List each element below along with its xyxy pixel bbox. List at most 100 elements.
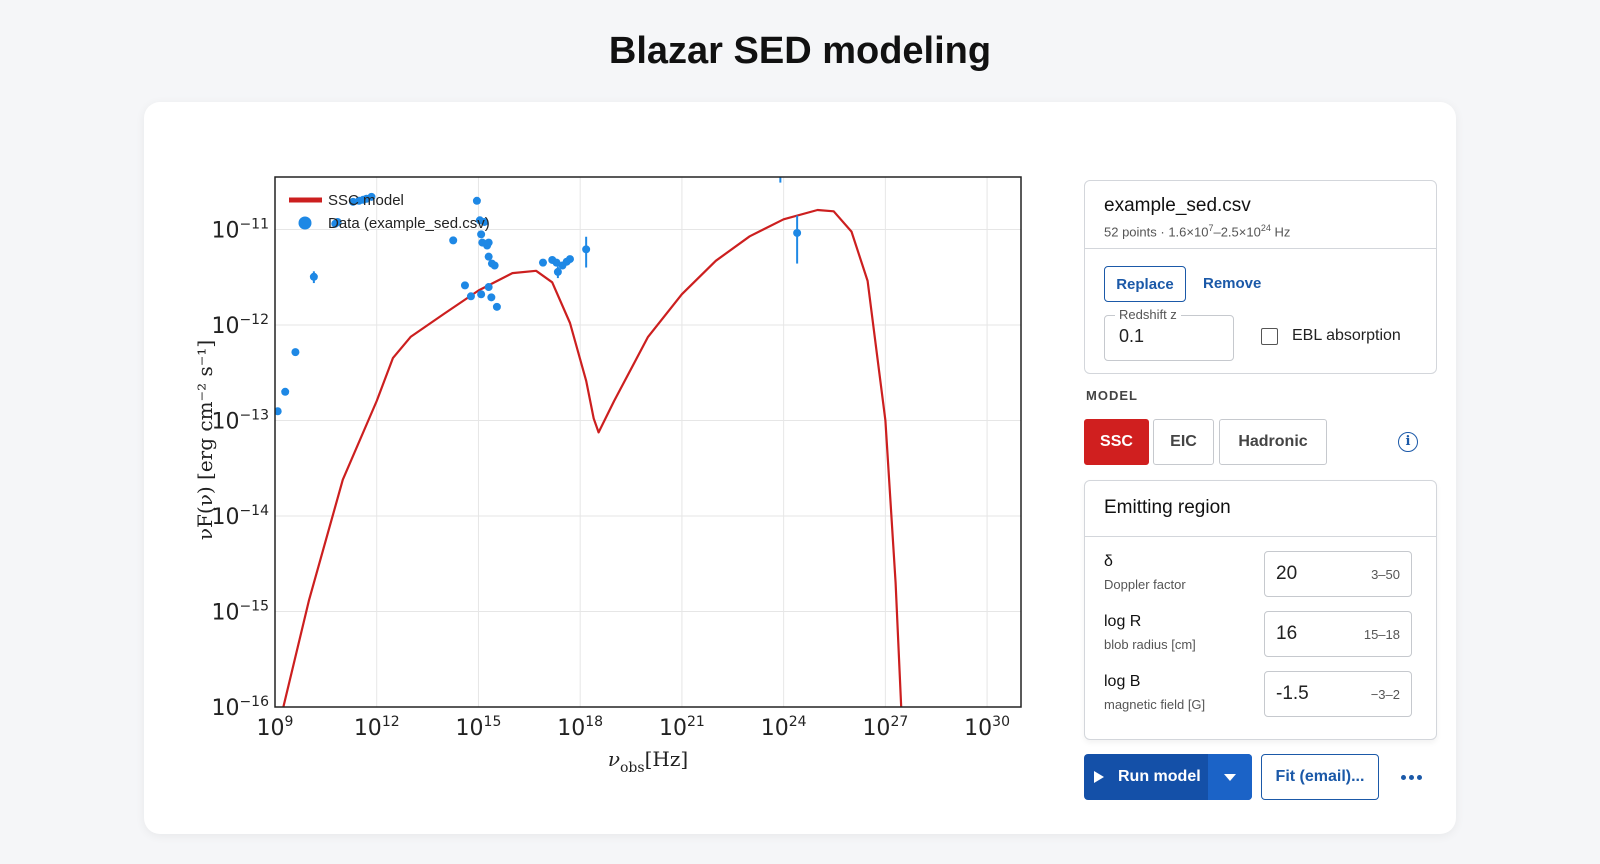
param-symbol: δ — [1104, 553, 1113, 570]
plot-frame — [274, 176, 1022, 708]
blob-radius-input[interactable]: 16 15–18 — [1264, 611, 1412, 657]
x-tick-label: 1027 — [862, 714, 908, 741]
param-symbol: log B — [1104, 673, 1141, 690]
x-tick-label: 1021 — [659, 714, 705, 741]
redshift-label: Redshift z — [1115, 307, 1181, 322]
param-row-doppler: δ Doppler factor 20 3–50 — [1085, 551, 1436, 597]
redshift-field[interactable]: Redshift z — [1104, 307, 1234, 361]
y-tick-label: 10−13 — [211, 408, 269, 435]
file-meta: 52 points · 1.6×107–2.5×1024 Hz — [1104, 223, 1291, 240]
data-point — [309, 272, 318, 281]
model-heading: MODEL — [1086, 388, 1138, 403]
x-tick-label: 1012 — [354, 714, 400, 741]
param-description: magnetic field [G] — [1104, 697, 1206, 712]
data-point — [333, 217, 342, 226]
param-range: −3–2 — [1370, 687, 1400, 702]
info-icon[interactable]: i — [1398, 432, 1418, 452]
data-point — [484, 238, 493, 247]
x-tick-label: 1015 — [456, 714, 502, 741]
run-model-label: Run model — [1118, 768, 1201, 785]
data-point — [472, 196, 481, 205]
y-tick-label: 10−12 — [211, 312, 269, 339]
data-point — [484, 283, 493, 292]
x-tick-label: 109 — [257, 714, 294, 741]
caret-down-icon — [1224, 774, 1236, 781]
legend-dot-swatch — [298, 216, 312, 230]
data-point — [460, 281, 469, 290]
param-description: blob radius [cm] — [1104, 637, 1196, 652]
remove-button[interactable]: Remove — [1195, 266, 1269, 302]
x-tick-label: 1030 — [964, 714, 1010, 741]
x-tick-label: 1018 — [557, 714, 603, 741]
data-point — [492, 302, 501, 311]
more-options-icon[interactable] — [1396, 764, 1426, 790]
data-point — [291, 348, 300, 357]
data-point — [477, 290, 486, 299]
data-point — [553, 267, 562, 276]
data-point — [449, 236, 458, 245]
series-layer — [275, 177, 903, 707]
y-axis-title: νF(ν) [erg cm⁻² s⁻¹] — [193, 340, 217, 540]
param-symbol: log R — [1104, 613, 1142, 630]
param-description: Doppler factor — [1104, 577, 1186, 592]
data-point — [477, 230, 486, 239]
y-tick-label: 10−15 — [211, 599, 269, 626]
play-icon — [1094, 771, 1104, 783]
sed-plot: 109 1012 1015 1018 1021 1024 1027 1030 10−1110−… — [193, 176, 1022, 776]
ebl-absorption-option[interactable]: EBL absorption — [1261, 327, 1401, 345]
replace-button[interactable]: Replace — [1104, 266, 1186, 302]
data-point — [281, 387, 290, 396]
param-range: 15–18 — [1363, 627, 1400, 642]
legend-label-model: SSC model — [328, 192, 404, 209]
run-options-dropdown[interactable] — [1208, 754, 1252, 800]
y-tick-label: 10−11 — [211, 217, 269, 244]
data-point — [582, 245, 591, 254]
x-tick-labels: 109 1012 1015 1018 1021 1024 1027 1030 — [257, 714, 1010, 741]
data-point — [552, 258, 561, 267]
param-value[interactable]: 16 — [1276, 623, 1298, 644]
data-point — [490, 261, 499, 270]
region-title: Emitting region — [1104, 497, 1231, 518]
fit-email-button[interactable]: Fit (email)... — [1261, 754, 1379, 800]
run-model-button[interactable]: Run model — [1084, 754, 1208, 800]
data-point — [565, 255, 574, 264]
run-model-split-button: Run model — [1084, 754, 1252, 800]
data-point — [779, 177, 782, 178]
legend: SSC model Data (example_sed.csv) — [289, 192, 490, 232]
main-card: 109 1012 1015 1018 1021 1024 1027 1030 10−11 10−… — [144, 102, 1456, 834]
data-point — [538, 258, 547, 267]
file-name: example_sed.csv — [1104, 195, 1251, 216]
model-tab-hadronic[interactable]: Hadronic — [1219, 419, 1327, 465]
data-point — [480, 217, 489, 226]
plot-area — [275, 177, 1021, 707]
model-tab-eic[interactable]: EIC — [1153, 419, 1214, 465]
y-tick-label: 10−16 — [211, 694, 269, 721]
x-tick-label: 1024 — [761, 714, 807, 741]
param-row-magnetic: log B magnetic field [G] -1.5 −3–2 — [1085, 671, 1436, 717]
x-axis-title: νobs[Hz] — [608, 747, 688, 776]
data-point — [793, 228, 802, 237]
data-point — [466, 292, 475, 301]
data-point — [484, 252, 493, 261]
data-file-card: example_sed.csv 52 points · 1.6×107–2.5×… — [1084, 180, 1437, 374]
ssc-model-line — [282, 208, 903, 707]
redshift-input[interactable] — [1119, 326, 1219, 347]
ebl-label: EBL absorption — [1292, 327, 1401, 344]
data-point — [349, 197, 358, 206]
model-tab-ssc[interactable]: SSC — [1084, 419, 1149, 465]
param-value[interactable]: 20 — [1276, 563, 1298, 584]
control-panel: example_sed.csv 52 points · 1.6×107–2.5×… — [1084, 102, 1456, 834]
file-divider — [1085, 248, 1436, 249]
data-point — [487, 293, 496, 302]
param-value[interactable]: -1.5 — [1276, 683, 1309, 704]
ebl-checkbox[interactable] — [1261, 327, 1278, 345]
y-tick-labels: 10−11 10−12 10−13 10−14 10−15 10−16 — [211, 217, 269, 721]
magnetic-field-input[interactable]: -1.5 −3–2 — [1264, 671, 1412, 717]
y-tick-label: 10−14 — [211, 503, 269, 530]
data-point — [275, 407, 282, 416]
legend-label-data: Data (example_sed.csv) — [328, 215, 490, 232]
emitting-region-panel: Emitting region δ Doppler factor 20 3–50… — [1084, 480, 1437, 740]
doppler-factor-input[interactable]: 20 3–50 — [1264, 551, 1412, 597]
param-range: 3–50 — [1371, 567, 1400, 582]
data-point — [367, 192, 376, 201]
